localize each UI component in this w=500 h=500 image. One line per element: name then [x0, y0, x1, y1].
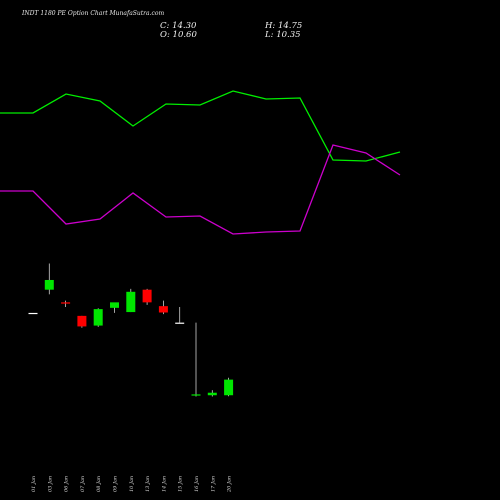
candle-06-jan [61, 300, 71, 307]
candle-09-jan [110, 302, 119, 313]
candle-body [158, 306, 168, 313]
candle-16-jan [191, 322, 201, 397]
x-tick-label: 14 Jan [161, 476, 167, 492]
candle-03-jan [44, 263, 54, 295]
candle-10-jan [126, 288, 136, 313]
x-tick-label: 20 Jan [227, 476, 233, 493]
candle-body [191, 394, 201, 396]
candle-body [110, 302, 119, 308]
candle-08-jan [93, 308, 103, 327]
x-tick-label: 07 Jan [80, 476, 86, 492]
candle-20-jan [224, 377, 234, 397]
candle-body [207, 392, 217, 396]
candle-07-jan [77, 315, 87, 328]
x-tick-label: 13 Jan [145, 476, 151, 492]
low-value: L: 10.35 [264, 30, 301, 40]
x-tick-label: 08 Jan [96, 476, 102, 492]
candle-body [61, 302, 71, 304]
candle-body [142, 289, 152, 303]
candle-body [224, 379, 234, 396]
candle-14-jan [158, 300, 168, 315]
open-value: O: 10.60 [160, 30, 197, 40]
x-tick-label: 09 Jan [113, 476, 119, 492]
candle-17-jan [207, 390, 217, 397]
close-value: C: 14.30 [160, 21, 197, 31]
candles-layer [28, 263, 234, 397]
indicator-line-1 [0, 90, 401, 162]
candle-body [28, 312, 38, 315]
indicator-lines-layer [0, 90, 401, 235]
candle-body [175, 322, 185, 324]
chart-title: INDT 1180 PE Option Chart MunafaSutra.co… [21, 10, 164, 17]
candle-body [77, 315, 87, 327]
candle-body [126, 291, 136, 313]
x-tick-label: 17 Jan [210, 476, 216, 492]
candle-15-jan [175, 307, 185, 324]
x-tick-label: 15 Jan [178, 476, 184, 492]
x-tick-label: 03 Jan [47, 476, 53, 492]
x-tick-label: 06 Jan [64, 476, 70, 492]
candle-13-jan [142, 288, 152, 305]
x-tick-label: 10 Jan [129, 476, 135, 492]
candle-body [93, 309, 103, 326]
indicator-line-2 [0, 144, 401, 235]
x-tick-label: 01 Jan [31, 476, 37, 492]
candle-body [44, 279, 54, 290]
high-value: H: 14.75 [264, 21, 302, 31]
x-tick-labels: 01 Jan 03 Jan 06 Jan 07 Jan 08 Jan 09 Jan 10 J… [31, 476, 233, 493]
x-tick-label: 16 Jan [194, 476, 200, 492]
candle-01-jan [28, 312, 38, 315]
